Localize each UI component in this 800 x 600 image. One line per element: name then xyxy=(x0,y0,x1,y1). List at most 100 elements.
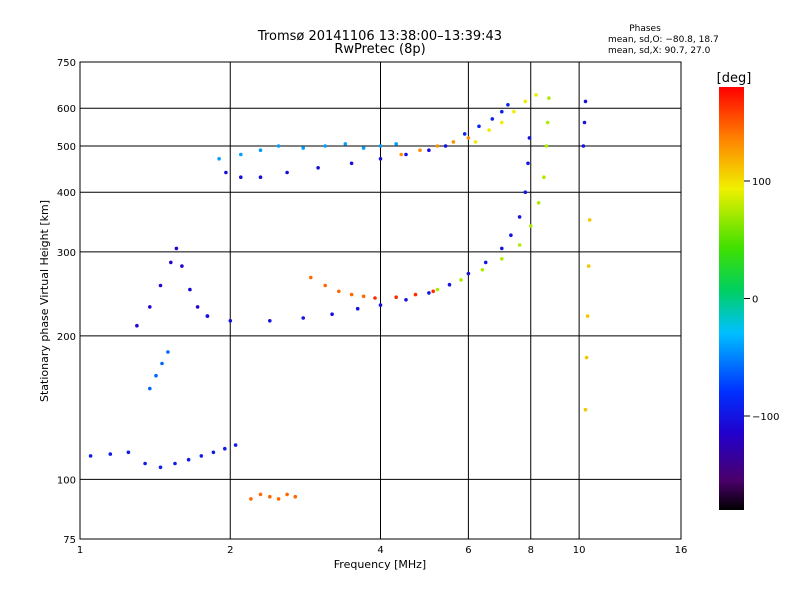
data-point xyxy=(158,283,163,288)
data-point xyxy=(466,136,471,140)
data-point xyxy=(174,246,179,251)
data-point xyxy=(447,282,452,287)
data-point xyxy=(126,450,131,455)
data-point xyxy=(477,124,481,129)
data-point xyxy=(523,99,528,104)
data-point xyxy=(517,215,522,219)
data-point xyxy=(500,109,504,114)
data-point xyxy=(487,128,491,132)
data-point xyxy=(545,120,550,125)
y-tick-label: 600 xyxy=(57,104,76,115)
data-point xyxy=(413,292,418,297)
data-point xyxy=(480,268,485,272)
data-point xyxy=(586,264,591,268)
colorbar-tick-label: −100 xyxy=(752,412,779,423)
data-point xyxy=(394,142,399,146)
data-point xyxy=(509,233,513,237)
data-point xyxy=(427,291,431,295)
data-point xyxy=(529,224,533,228)
data-point xyxy=(223,446,227,451)
data-point xyxy=(88,454,93,458)
data-point xyxy=(166,350,170,354)
y-tick-label: 200 xyxy=(57,332,76,343)
data-point xyxy=(301,146,306,150)
data-point xyxy=(443,144,448,148)
data-point xyxy=(490,117,495,121)
data-point xyxy=(239,152,243,157)
x-tick-label: 10 xyxy=(573,545,586,556)
data-point xyxy=(523,190,528,194)
data-point xyxy=(435,287,440,292)
y-tick-label: 400 xyxy=(57,188,76,199)
data-point xyxy=(536,201,541,205)
x-tick-label: 4 xyxy=(377,545,383,556)
data-point xyxy=(466,271,471,276)
data-point xyxy=(268,319,272,323)
grid-lines xyxy=(80,62,681,539)
data-point xyxy=(217,157,221,161)
data-point xyxy=(169,260,173,265)
data-point xyxy=(239,175,243,179)
data-point xyxy=(276,144,281,148)
data-point xyxy=(148,386,152,391)
data-point xyxy=(435,144,440,148)
data-point xyxy=(258,148,263,152)
y-tick-label: 500 xyxy=(57,142,76,153)
data-point xyxy=(431,289,436,294)
data-point xyxy=(404,298,408,302)
data-point xyxy=(585,314,590,318)
data-point xyxy=(224,170,228,175)
data-point xyxy=(517,243,522,247)
data-point xyxy=(330,312,334,317)
data-point xyxy=(587,218,592,222)
x-tick-label: 6 xyxy=(465,545,471,556)
data-point xyxy=(173,461,177,466)
data-point xyxy=(583,407,588,412)
data-point xyxy=(542,175,546,179)
data-point xyxy=(483,260,488,265)
data-point xyxy=(500,257,504,261)
data-point xyxy=(394,295,399,300)
y-tick-label: 750 xyxy=(57,58,76,69)
data-point xyxy=(309,275,313,280)
y-tick-label: 75 xyxy=(63,535,76,546)
data-point xyxy=(418,148,422,152)
data-point xyxy=(195,305,200,309)
data-point xyxy=(337,289,341,294)
data-point xyxy=(211,450,216,455)
data-point xyxy=(459,278,463,282)
phases-box-line1: mean, sd,O: −80.8, 18.7 xyxy=(608,35,719,45)
data-point xyxy=(500,246,504,251)
data-point xyxy=(135,323,139,328)
data-point xyxy=(186,457,191,462)
data-point xyxy=(228,319,233,323)
data-point xyxy=(154,373,158,378)
data-point xyxy=(316,166,320,170)
phases-box-title: Phases xyxy=(629,24,661,34)
data-point xyxy=(378,157,383,161)
data-point xyxy=(378,144,383,148)
data-point xyxy=(544,144,549,148)
data-point xyxy=(249,497,253,501)
data-point xyxy=(343,142,348,146)
data-point xyxy=(148,305,152,309)
data-point xyxy=(323,144,328,148)
data-point xyxy=(233,443,238,447)
x-tick-label: 1 xyxy=(77,545,83,556)
data-point xyxy=(527,136,532,140)
data-point xyxy=(258,175,263,179)
data-point xyxy=(205,314,210,318)
data-point xyxy=(506,103,510,107)
data-point xyxy=(361,146,366,150)
data-point xyxy=(512,109,516,114)
x-tick-label: 2 xyxy=(227,545,233,556)
data-point xyxy=(158,465,163,470)
data-point xyxy=(373,296,377,300)
axis-ticks: 1 2 4 6 8 10 16 75 100 200 300 400 500 600 750 xyxy=(57,58,687,556)
data-point xyxy=(268,494,272,499)
data-points xyxy=(88,93,592,501)
data-point xyxy=(293,494,298,499)
chart-title: Tromsø 20141106 13:38:00–13:39:43 xyxy=(257,29,502,44)
data-point xyxy=(399,152,404,157)
data-point xyxy=(349,292,354,297)
